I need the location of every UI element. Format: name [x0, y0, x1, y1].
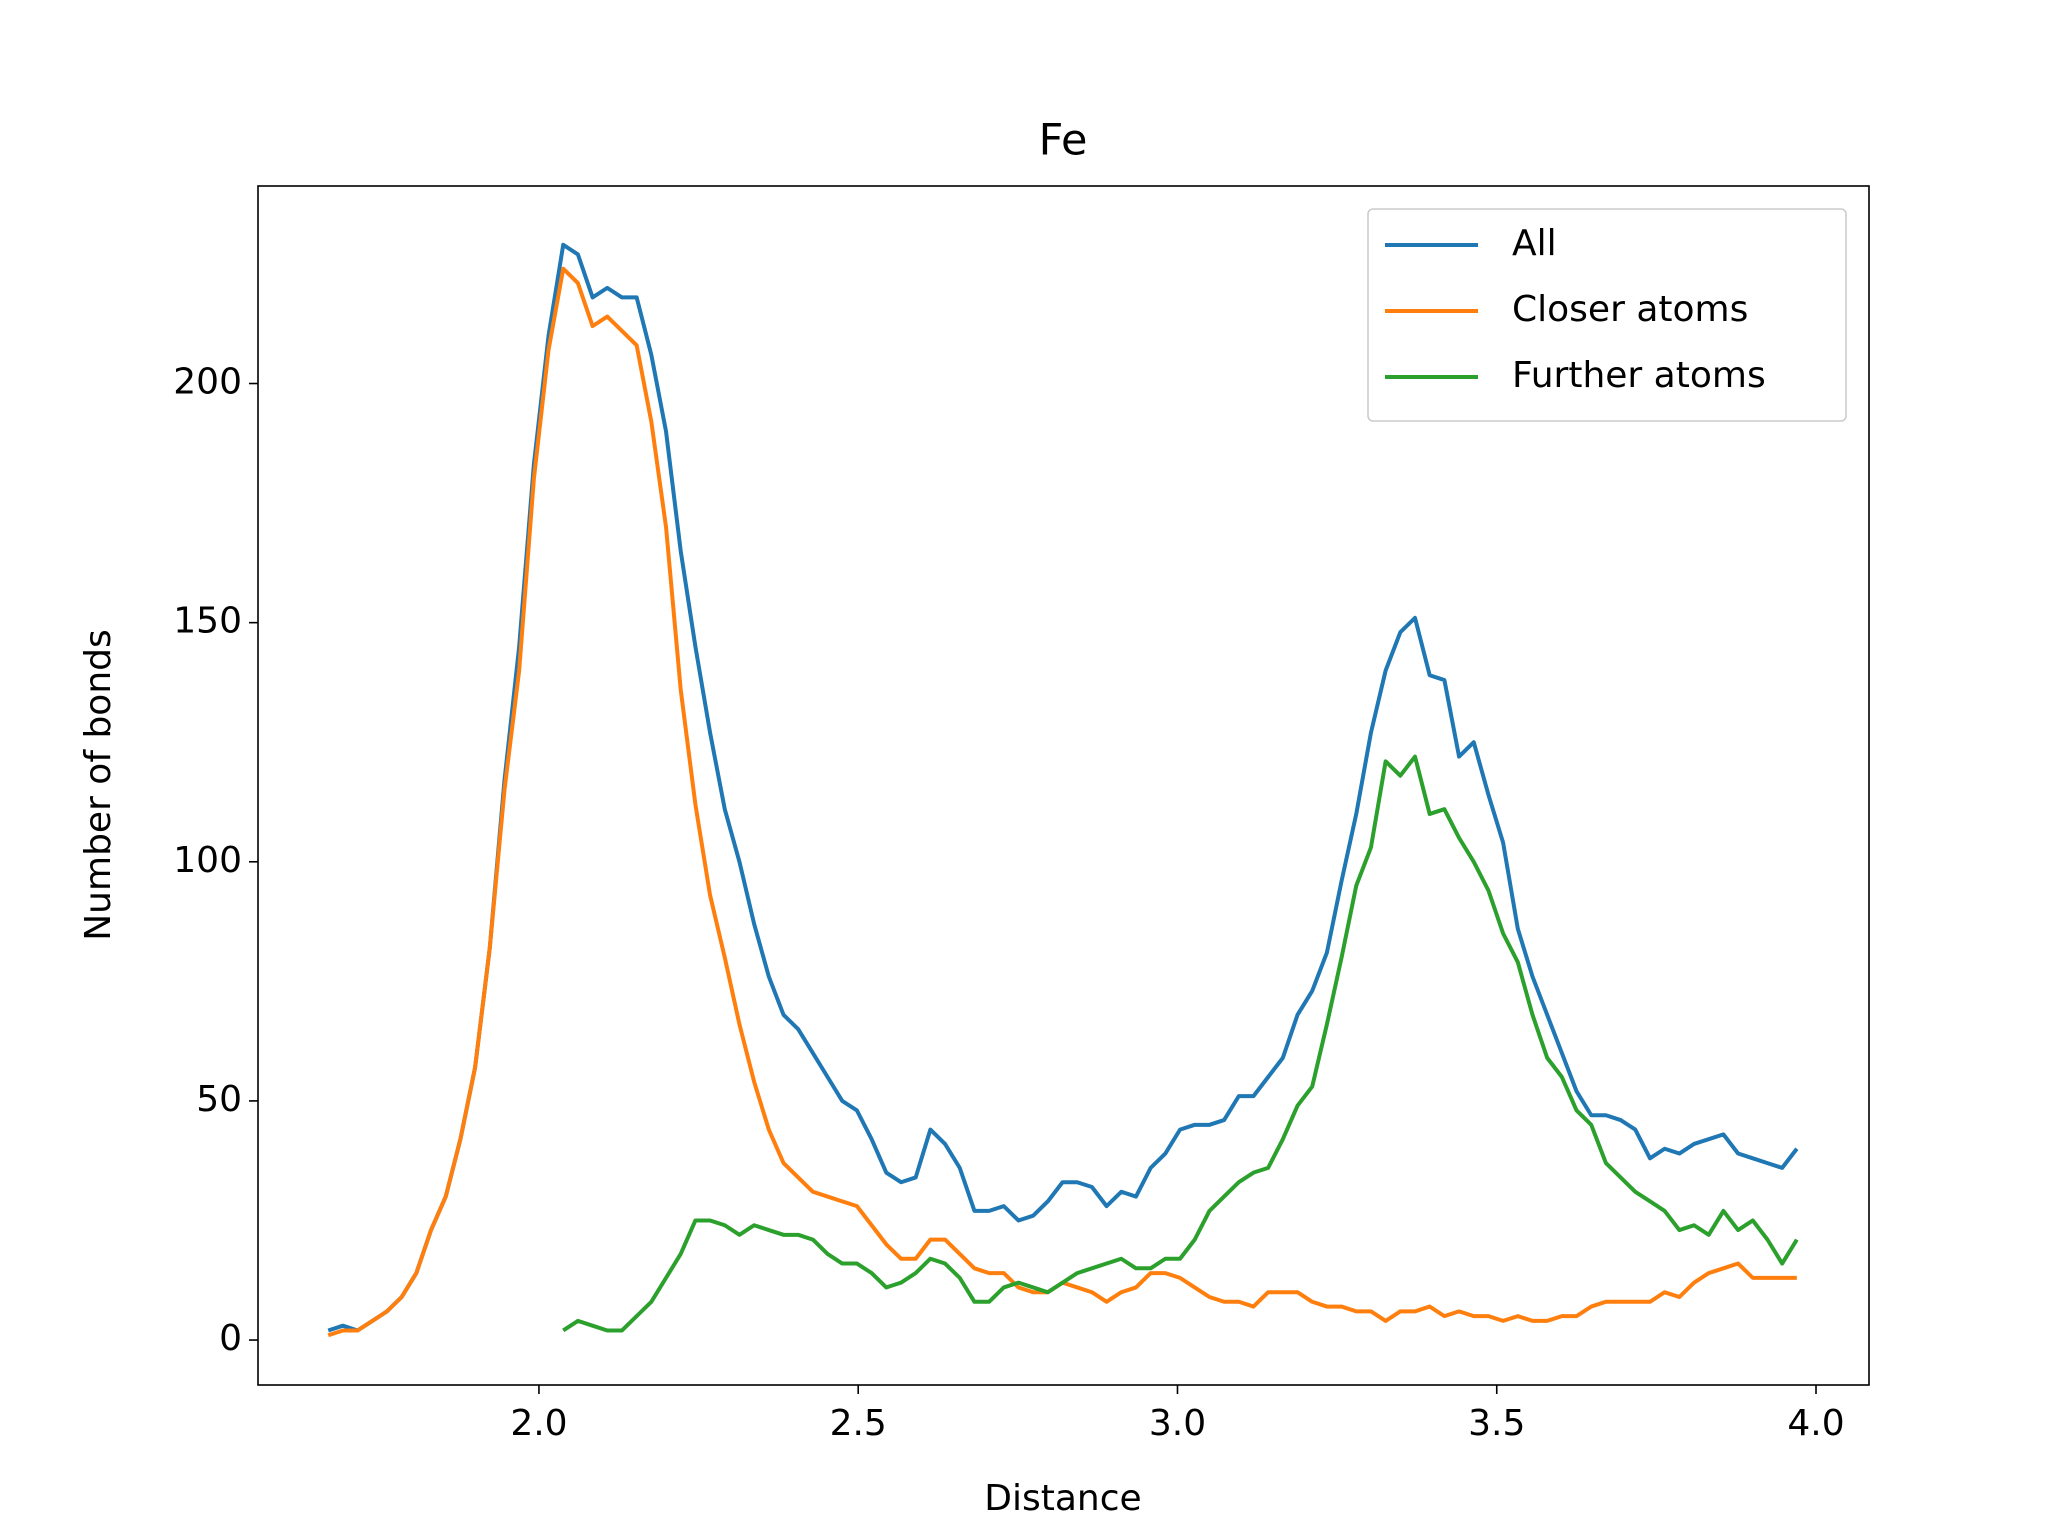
legend-label: All	[1512, 223, 1557, 264]
legend-label: Closer atoms	[1512, 289, 1748, 330]
legend-box	[1367, 208, 1847, 422]
x-axis-label: Distance	[984, 1478, 1141, 1519]
legend-label: Further atoms	[1512, 355, 1766, 396]
x-tick-label: 2.0	[510, 1403, 567, 1444]
x-tick-label: 3.5	[1468, 1403, 1525, 1444]
x-tick-label: 3.0	[1149, 1403, 1206, 1444]
data-line	[562, 754, 1799, 1333]
x-tick-label: 2.5	[830, 1403, 887, 1444]
chart-title: Fe	[1039, 116, 1088, 166]
y-axis-label: Number of bonds	[78, 629, 119, 941]
y-tick-label: 150	[173, 601, 242, 642]
y-tick-label: 200	[173, 362, 242, 403]
legend: All Closer atoms Further atoms	[1367, 208, 1847, 422]
x-tick-label: 4.0	[1787, 1403, 1844, 1444]
y-tick-label: 100	[173, 840, 242, 881]
y-tick-label: 50	[196, 1079, 242, 1120]
data-line	[327, 242, 1799, 1333]
y-tick-label: 0	[219, 1318, 242, 1359]
plot-frame	[257, 185, 1870, 1386]
